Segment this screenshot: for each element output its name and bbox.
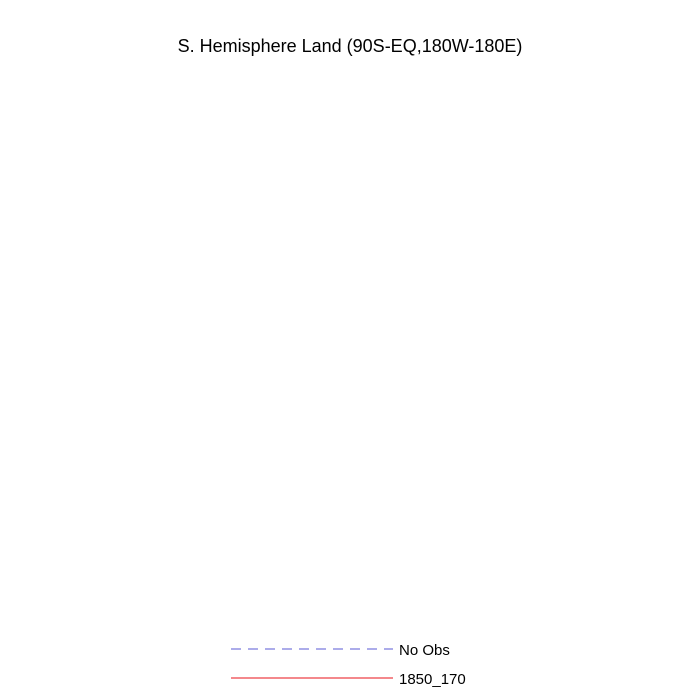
figure-title: S. Hemisphere Land (90S-EQ,180W-180E) xyxy=(178,36,523,56)
legend: No Obs 1850_170 xyxy=(231,642,466,688)
legend-label-1850-170: 1850_170 xyxy=(399,671,466,688)
legend-label-no-obs: No Obs xyxy=(399,642,450,659)
